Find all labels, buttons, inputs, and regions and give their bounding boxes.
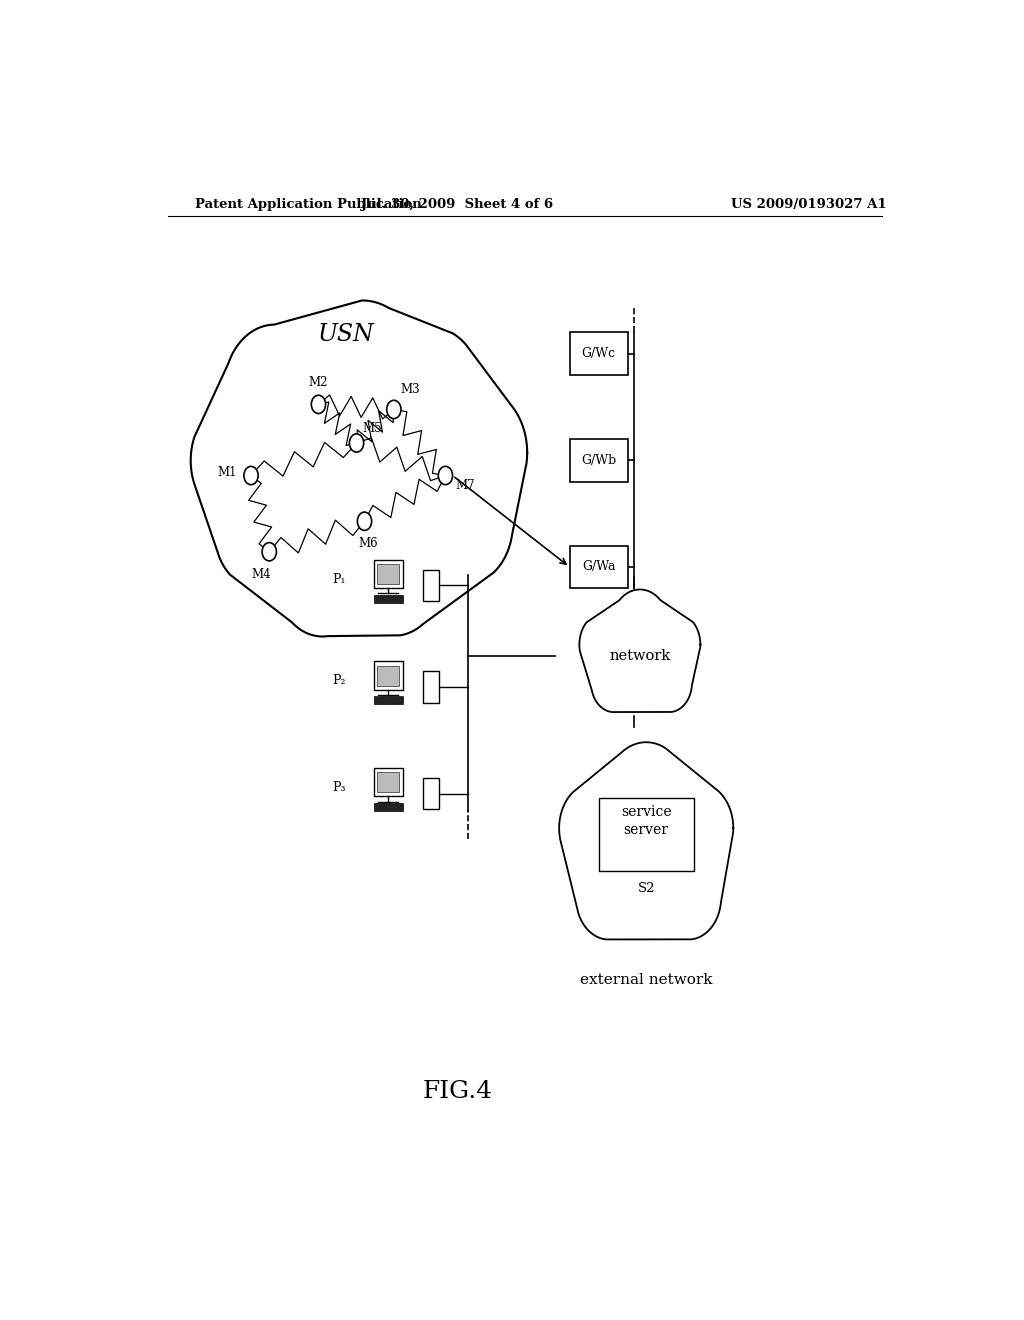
Text: Patent Application Publication: Patent Application Publication — [196, 198, 422, 211]
Text: G/Wa: G/Wa — [582, 561, 615, 573]
Text: US 2009/0193027 A1: US 2009/0193027 A1 — [731, 198, 887, 211]
Text: G/Wc: G/Wc — [582, 347, 615, 360]
Text: FIG.4: FIG.4 — [422, 1080, 493, 1104]
Bar — [423, 777, 439, 809]
Text: USN: USN — [317, 323, 375, 346]
Text: P₂: P₂ — [333, 675, 346, 688]
Bar — [374, 768, 402, 796]
Text: P₃: P₃ — [333, 781, 346, 795]
Text: network: network — [609, 649, 671, 664]
Text: M3: M3 — [400, 383, 420, 396]
Text: M6: M6 — [358, 537, 378, 550]
Bar — [374, 661, 402, 690]
Bar — [423, 672, 439, 702]
Text: M1: M1 — [217, 466, 237, 479]
Text: M5: M5 — [362, 422, 382, 436]
Text: P₁: P₁ — [333, 573, 346, 586]
Bar — [374, 560, 402, 589]
Bar — [423, 570, 439, 601]
Bar — [599, 797, 694, 871]
Text: M7: M7 — [456, 479, 475, 492]
Circle shape — [387, 400, 401, 418]
Bar — [569, 440, 628, 482]
Bar — [377, 564, 399, 583]
Circle shape — [349, 434, 364, 453]
Text: M2: M2 — [308, 375, 329, 388]
Circle shape — [311, 395, 326, 413]
Bar — [374, 697, 402, 705]
Bar — [377, 665, 399, 685]
Bar — [374, 803, 402, 810]
Text: service
server: service server — [621, 805, 672, 837]
Text: Jul. 30, 2009  Sheet 4 of 6: Jul. 30, 2009 Sheet 4 of 6 — [361, 198, 553, 211]
Bar — [569, 545, 628, 589]
Text: M4: M4 — [252, 568, 271, 581]
Circle shape — [438, 466, 453, 484]
Bar — [377, 772, 399, 792]
Bar — [374, 595, 402, 603]
Circle shape — [262, 543, 276, 561]
Circle shape — [244, 466, 258, 484]
Text: S2: S2 — [638, 882, 655, 895]
Text: external network: external network — [580, 973, 713, 987]
Bar — [569, 333, 628, 375]
Circle shape — [357, 512, 372, 531]
Text: G/Wb: G/Wb — [581, 454, 616, 467]
